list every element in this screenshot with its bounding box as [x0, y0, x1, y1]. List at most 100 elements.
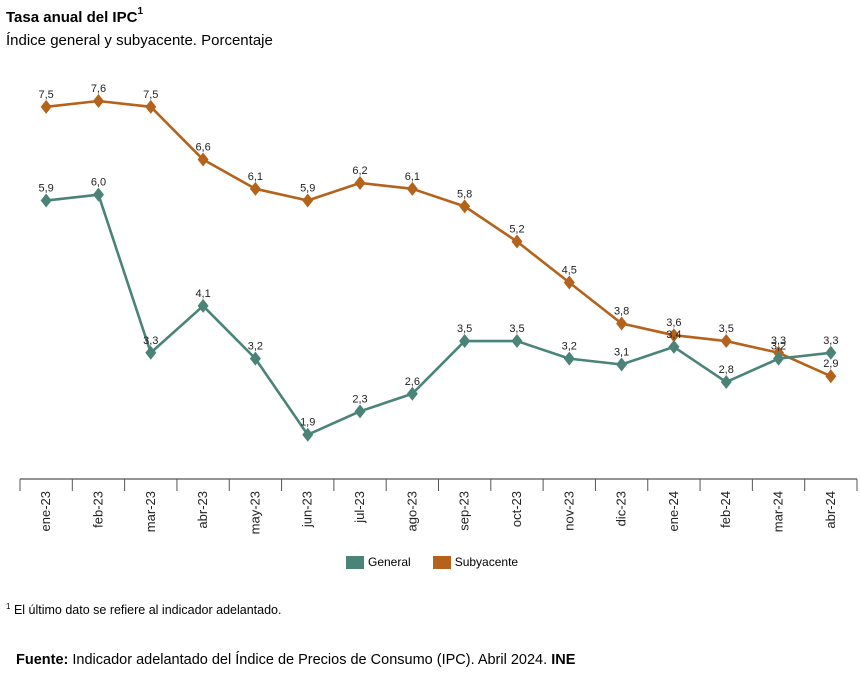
- data-label-subyacente-ene-23: 7,5: [39, 89, 54, 101]
- series-line-subyacente: [46, 99, 832, 378]
- data-label-general-jun-23: 1,9: [300, 417, 315, 429]
- data-label-subyacente-abr-24: 2,9: [823, 358, 838, 370]
- data-label-general-oct-23: 3,5: [509, 323, 524, 335]
- data-label-subyacente-abr-23: 6,6: [195, 142, 210, 154]
- data-point-subyacente-nov-23: [563, 275, 575, 290]
- data-label-general-mar-23: 3,3: [143, 335, 158, 347]
- data-point-subyacente-may-23: [249, 181, 261, 196]
- source-org: INE: [551, 652, 576, 668]
- data-point-general-dic-23: [616, 357, 628, 372]
- legend-label-subyacente: Subyacente: [454, 555, 519, 569]
- data-label-subyacente-sep-23: 5,8: [457, 188, 472, 200]
- title-footnote-marker: 1: [137, 6, 143, 17]
- data-label-subyacente-feb-24: 3,5: [719, 323, 734, 335]
- data-point-subyacente-feb-24: [720, 334, 732, 349]
- data-label-subyacente-mar-23: 7,5: [143, 89, 158, 101]
- data-point-subyacente-jul-23: [354, 175, 366, 190]
- data-label-subyacente-feb-23: 7,6: [91, 83, 106, 95]
- data-label-subyacente-ago-23: 6,1: [405, 171, 420, 183]
- data-point-subyacente-abr-23: [197, 152, 209, 167]
- data-label-subyacente-nov-23: 4,5: [562, 265, 577, 277]
- x-tick-label-abr-24: abr-24: [823, 491, 838, 529]
- legend-label-general: General: [368, 555, 411, 569]
- data-point-general-feb-23: [92, 187, 104, 202]
- data-point-subyacente-feb-23: [92, 93, 104, 108]
- chart-title-text: Tasa anual del IPC: [6, 9, 138, 26]
- data-point-general-feb-24: [720, 375, 732, 390]
- data-point-subyacente-mar-23: [145, 99, 157, 114]
- x-tick-label-feb-24: feb-24: [718, 491, 733, 528]
- data-point-subyacente-sep-23: [459, 199, 471, 214]
- data-label-general-ene-23: 5,9: [39, 183, 54, 195]
- data-label-general-mar-24: 3,2: [771, 341, 786, 353]
- x-tick-label-ago-23: ago-23: [404, 491, 419, 531]
- x-tick-label-may-23: may-23: [247, 491, 262, 534]
- data-label-subyacente-oct-23: 5,2: [509, 224, 524, 236]
- data-point-general-may-23: [249, 351, 261, 366]
- data-label-general-abr-23: 4,1: [195, 288, 210, 300]
- data-point-subyacente-jun-23: [302, 193, 314, 208]
- series-line-general: [46, 193, 831, 437]
- data-label-subyacente-jun-23: 5,9: [300, 183, 315, 195]
- footnote-text: El último dato se refiere al indicador a…: [13, 603, 282, 618]
- data-label-subyacente-mar-24: 3,3: [771, 335, 786, 347]
- data-label-general-abr-24: 3,3: [823, 335, 838, 347]
- x-tick-label-ene-24: ene-24: [666, 491, 681, 531]
- data-label-subyacente-jul-23: 6,2: [352, 165, 367, 177]
- x-tick-label-nov-23: nov-23: [561, 491, 576, 531]
- data-point-subyacente-ago-23: [406, 181, 418, 196]
- data-point-general-ene-24: [668, 339, 680, 354]
- source-label: Fuente:: [16, 652, 69, 668]
- data-point-general-jun-23: [302, 427, 314, 442]
- x-tick-label-dic-23: dic-23: [614, 491, 629, 526]
- data-labels: 7,5 7,6 7,56,66,15,96,2 6,15,85,24,53,83,6 3…: [39, 83, 839, 429]
- data-point-general-ene-23: [40, 193, 52, 208]
- chart-title: Tasa anual del IPC1: [6, 6, 143, 26]
- x-tick-label-jun-23: jun-23: [300, 491, 315, 528]
- series-layer: [40, 93, 837, 442]
- data-label-general-ago-23: 2,6: [405, 376, 420, 388]
- x-tick-label-abr-23: abr-23: [195, 491, 210, 529]
- x-tick-label-mar-24: mar-24: [771, 491, 786, 532]
- data-label-general-dic-23: 3,1: [614, 346, 629, 358]
- data-label-general-ene-24: 3,4: [666, 329, 681, 341]
- data-point-subyacente-oct-23: [511, 234, 523, 249]
- footnote-marker: 1: [6, 602, 11, 611]
- x-tick-label-oct-23: oct-23: [509, 491, 524, 527]
- data-point-subyacente-ene-24: [668, 328, 680, 343]
- data-label-general-jul-23: 2,3: [352, 393, 367, 405]
- data-point-general-nov-23: [563, 351, 575, 366]
- data-point-general-ago-23: [406, 386, 418, 401]
- source-line: Fuente: Indicador adelantado del Índice …: [16, 652, 575, 668]
- data-label-general-feb-24: 2,8: [719, 364, 734, 376]
- data-point-subyacente-abr-24: [825, 369, 837, 384]
- chart-legend: General Subyacente: [346, 555, 518, 569]
- x-axis: ene-23 feb-23 mar-23 abr-23 may-23 jun-23 jul-…: [19, 478, 858, 534]
- chart-subtitle: Índice general y subyacente. Porcentaje: [6, 32, 273, 49]
- data-label-general-sep-23: 3,5: [457, 323, 472, 335]
- data-label-general-feb-23: 6,0: [91, 177, 106, 189]
- x-tick-label-mar-23: mar-23: [143, 491, 158, 532]
- legend-swatch-general: [346, 555, 364, 569]
- data-label-subyacente-dic-23: 3,8: [614, 305, 629, 317]
- legend-item-subyacente: Subyacente: [432, 555, 519, 569]
- data-point-general-mar-23: [145, 345, 157, 360]
- x-tick-label-feb-23: feb-23: [90, 491, 105, 528]
- data-label-general-may-23: 3,2: [248, 341, 263, 353]
- footnote: 1 El último dato se refiere al indicador…: [6, 602, 281, 617]
- legend-swatch-subyacente: [432, 555, 451, 569]
- source-text: Indicador adelantado del Índice de Preci…: [72, 652, 552, 668]
- x-tick-label-ene-23: ene-23: [38, 491, 53, 531]
- data-point-general-mar-24: [773, 351, 785, 366]
- data-label-subyacente-ene-24: 3,6: [666, 317, 681, 329]
- data-point-subyacente-dic-23: [616, 316, 628, 331]
- data-label-subyacente-may-23: 6,1: [248, 171, 263, 183]
- data-label-general-nov-23: 3,2: [562, 341, 577, 353]
- x-tick-label-sep-23: sep-23: [457, 491, 472, 531]
- data-point-general-sep-23: [459, 334, 471, 349]
- legend-item-general: General: [346, 555, 411, 569]
- x-tick-label-jul-23: jul-23: [352, 491, 367, 524]
- data-point-general-abr-24: [825, 345, 837, 360]
- data-point-subyacente-ene-23: [40, 99, 52, 114]
